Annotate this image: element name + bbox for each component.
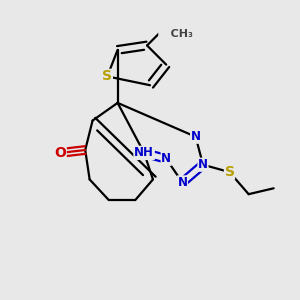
Text: N: N bbox=[161, 152, 171, 165]
Text: S: S bbox=[102, 69, 112, 83]
Text: N: N bbox=[198, 158, 208, 171]
Text: O: O bbox=[54, 146, 66, 160]
Text: CH₃: CH₃ bbox=[159, 29, 193, 39]
Text: S: S bbox=[224, 165, 235, 179]
Text: N: N bbox=[190, 130, 201, 143]
Text: NH: NH bbox=[134, 146, 154, 159]
Text: N: N bbox=[177, 176, 188, 189]
Text: NH: NH bbox=[134, 146, 154, 159]
